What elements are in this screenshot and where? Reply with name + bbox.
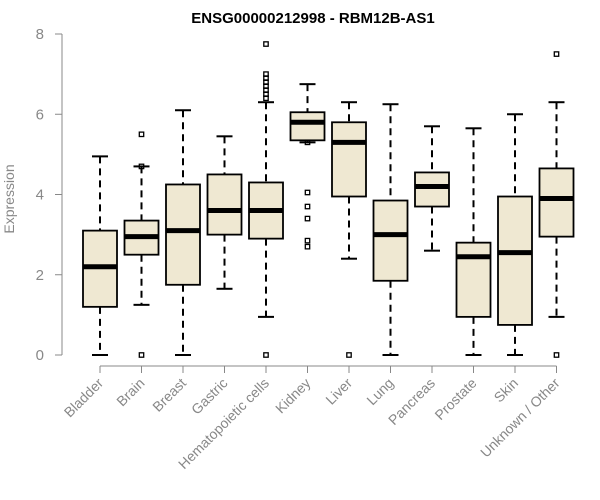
- x-tick-label: Unknown / Other: [477, 375, 563, 461]
- outlier-point: [346, 352, 352, 358]
- box-group-kidney: [289, 83, 326, 250]
- box: [165, 183, 201, 286]
- x-tick-label: Skin: [491, 375, 522, 406]
- chart-title: ENSG00000212998 - RBM12B-AS1: [191, 10, 434, 27]
- box-group-skin: [497, 113, 533, 356]
- y-tick-label: 2: [36, 267, 44, 284]
- outlier-point: [304, 189, 311, 196]
- y-tick-label: 8: [36, 26, 44, 43]
- box: [497, 195, 533, 326]
- x-tick-label: Liver: [322, 375, 355, 408]
- x-tick-label: Bladder: [61, 375, 107, 421]
- y-tick-label: 4: [36, 187, 44, 204]
- outlier-point: [138, 163, 145, 170]
- box-group-unknown-other: [538, 51, 575, 358]
- outlier-point: [553, 352, 560, 358]
- box: [414, 171, 450, 208]
- x-tick-label: Kidney: [272, 375, 314, 417]
- box: [455, 241, 492, 318]
- box: [331, 121, 367, 198]
- outlier-point: [304, 139, 311, 146]
- box: [372, 199, 409, 282]
- x-tick-label: Brain: [113, 375, 147, 409]
- outlier-point: [304, 243, 311, 250]
- x-tick-label: Breast: [149, 375, 189, 415]
- outlier-point: [304, 237, 311, 244]
- x-tick-label: Prostate: [431, 375, 479, 423]
- box: [206, 173, 243, 236]
- box-group-brain: [123, 131, 160, 358]
- outlier-point: [263, 352, 269, 358]
- y-tick-label: 6: [36, 106, 44, 123]
- outlier-point: [304, 215, 311, 222]
- box-group-gastric: [206, 135, 243, 290]
- box-group-breast: [165, 109, 201, 356]
- box-group-pancreas: [414, 125, 450, 252]
- outlier-point: [304, 203, 311, 210]
- box-group-lung: [372, 103, 409, 356]
- box: [538, 167, 575, 238]
- y-axis-label: Expression: [1, 164, 17, 233]
- y-tick-label: 0: [36, 347, 44, 364]
- outlier-point: [263, 41, 269, 47]
- outlier-point: [263, 71, 269, 77]
- outlier-point: [553, 51, 560, 57]
- box-group-liver: [331, 101, 367, 358]
- box-group-bladder: [82, 155, 118, 356]
- box-group-hematopoietic-cells: [248, 41, 284, 358]
- outlier-point: [138, 352, 145, 358]
- box: [289, 111, 326, 142]
- plot-area: [82, 41, 575, 358]
- x-tick-label: Lung: [363, 375, 396, 408]
- box-group-prostate: [455, 127, 492, 356]
- outlier-point: [138, 131, 145, 138]
